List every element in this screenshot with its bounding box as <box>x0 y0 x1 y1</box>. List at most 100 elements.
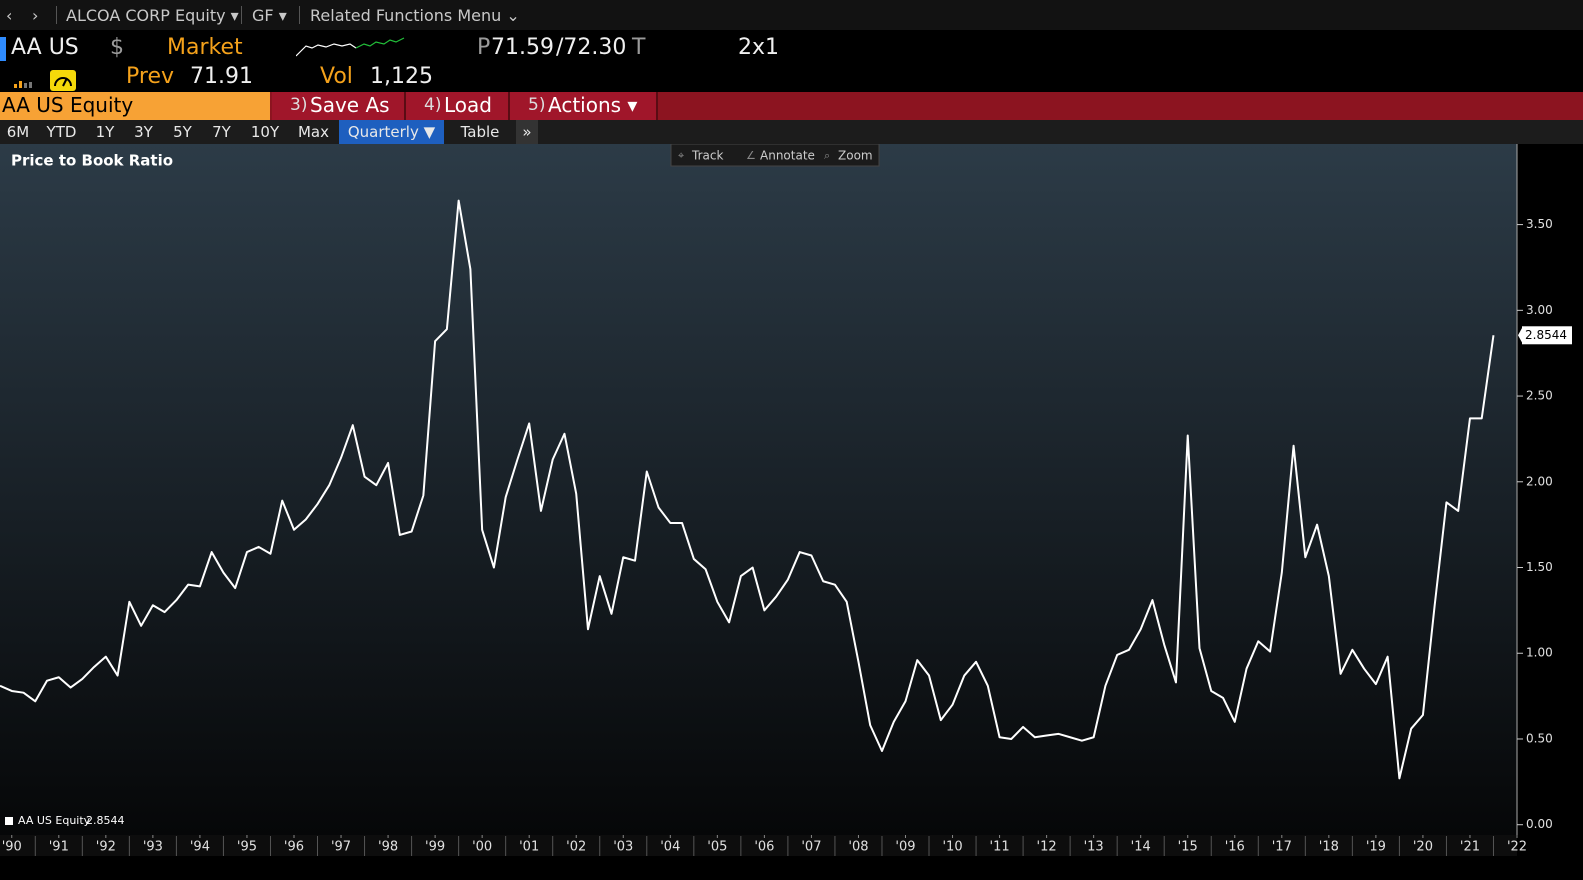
x-tick-label: '94 <box>190 840 210 855</box>
x-axis-strip <box>0 835 1517 856</box>
button-key: 4) <box>424 95 442 115</box>
legend-value: 2.8544 <box>86 814 125 827</box>
y-tick-label: 3.50 <box>1526 217 1553 231</box>
bid: 71.59 <box>491 35 554 60</box>
button-key: 3) <box>290 95 308 115</box>
size: 2x1 <box>738 35 780 60</box>
x-tick-label: '96 <box>284 840 304 855</box>
y-tick-label: 0.50 <box>1526 731 1553 745</box>
vol-label: Vol <box>320 64 353 89</box>
x-tick-label: '01 <box>519 840 539 855</box>
last-value-label: 2.8544 <box>1525 328 1567 342</box>
series-line <box>0 199 1495 780</box>
x-tick-label: '00 <box>472 840 492 855</box>
sparkline <box>296 37 405 57</box>
y-tick-label: 2.00 <box>1526 474 1553 488</box>
function-menu[interactable]: GF ▾ <box>252 6 287 25</box>
vol: 1,125 <box>370 64 433 89</box>
chart: Price to Book Ratio Track ⌖ Annotate ∠ Zoom ⌕… <box>0 144 1583 880</box>
x-tick-label: '99 <box>425 840 445 855</box>
tab[interactable]: Quarterly ▼ <box>339 120 444 144</box>
back-button[interactable]: ‹ <box>6 6 13 25</box>
x-tick-label: '05 <box>707 840 727 855</box>
x-tick-label: '09 <box>895 840 915 855</box>
prev: 71.91 <box>190 64 253 89</box>
icons <box>14 70 76 91</box>
prev-label: Prev <box>126 64 174 89</box>
y-tick-label: 0.00 <box>1526 817 1553 831</box>
chart-tool-icon: ⌖ <box>678 149 684 162</box>
x-tick-label: '20 <box>1413 840 1433 855</box>
button[interactable]: Load <box>444 93 492 117</box>
tab[interactable]: YTD <box>46 123 77 141</box>
tab[interactable]: » <box>516 120 538 144</box>
tab-bar: 6M YTD 1Y 3Y 5Y 7Y 10Y Max Quarterly ▼ Table » <box>0 120 1583 144</box>
ask: /72.30 <box>556 35 627 60</box>
x-tick-label: '93 <box>143 840 163 855</box>
plot-area <box>0 144 1517 835</box>
y-tick-label: 1.00 <box>1526 646 1553 660</box>
security-menu[interactable]: ALCOA CORP Equity ▾ <box>66 6 239 25</box>
button-bg <box>510 92 658 120</box>
x-tick-label: '07 <box>801 840 821 855</box>
x-tick-label: '97 <box>331 840 351 855</box>
chart-tools <box>670 144 880 167</box>
button-bg <box>272 92 406 120</box>
ask-suffix: T <box>632 35 646 60</box>
y-tick-label: 3.00 <box>1526 303 1553 317</box>
nav-bar: ‹ › ALCOA CORP Equity ▾ GF ▾ Related Fun… <box>0 0 1583 30</box>
x-tick-label: '17 <box>1272 840 1292 855</box>
x-tick-label: '03 <box>613 840 633 855</box>
toolbar: AA US Equity 3) Save As 4) Load 5) Actions ▾ <box>0 92 1583 120</box>
chart-tool[interactable]: Annotate <box>760 149 815 163</box>
tab[interactable]: 6M <box>6 123 30 141</box>
quote-header: AA US $ Market P 71.59 /72.30 T 2x1 Prev… <box>0 30 1583 92</box>
x-tick-label: '18 <box>1319 840 1339 855</box>
x-tick-label: '14 <box>1131 840 1151 855</box>
chart-tool-icon: ∠ <box>746 149 756 162</box>
x-tick-label: '98 <box>378 840 398 855</box>
x-tick-label: '21 <box>1460 840 1480 855</box>
legend-label: AA US Equity <box>18 814 91 827</box>
chart-tool[interactable]: Zoom <box>838 149 873 163</box>
related-menu[interactable]: Related Functions Menu ⌄ <box>310 6 520 25</box>
x-tick-label: '11 <box>990 840 1010 855</box>
x-tick-label: '04 <box>660 840 680 855</box>
legend-swatch <box>5 817 13 825</box>
market-label: Market <box>167 35 243 60</box>
axis-area <box>1517 144 1583 835</box>
x-tick-label: '90 <box>2 840 22 855</box>
bid-prefix: P <box>477 35 491 60</box>
x-tick-label: '95 <box>237 840 257 855</box>
x-tick-label: '91 <box>49 840 69 855</box>
x-tick-label: '13 <box>1084 840 1104 855</box>
forward-button[interactable]: › <box>32 6 39 25</box>
x-tick-label: '16 <box>1225 840 1245 855</box>
x-tick-label: '02 <box>566 840 586 855</box>
tab[interactable]: Max <box>297 123 329 141</box>
tab[interactable]: Table <box>460 123 500 141</box>
last-value-box <box>1522 326 1572 345</box>
tab[interactable]: 5Y <box>173 123 192 141</box>
ticker: AA US <box>11 35 79 60</box>
security-field[interactable]: AA US Equity <box>2 93 134 117</box>
tab[interactable]: 1Y <box>95 123 115 141</box>
currency: $ <box>110 35 124 60</box>
x-tick-label: '92 <box>96 840 116 855</box>
tab[interactable]: 3Y <box>134 123 153 141</box>
button[interactable]: Actions ▾ <box>548 93 638 117</box>
chart-tool-icon: ⌕ <box>824 149 830 162</box>
x-tick-label: '12 <box>1037 840 1057 855</box>
tab[interactable]: 10Y <box>250 123 280 141</box>
x-tick-label: '22 <box>1507 840 1527 855</box>
chart-tool[interactable]: Track <box>691 149 723 163</box>
tab[interactable]: 7Y <box>212 123 231 141</box>
button[interactable]: Save As <box>310 93 390 117</box>
y-tick-label: 1.50 <box>1526 560 1553 574</box>
x-tick-label: '06 <box>754 840 774 855</box>
button-bg <box>406 92 510 120</box>
x-tick-label: '08 <box>848 840 868 855</box>
x-tick-label: '15 <box>1178 840 1198 855</box>
y-tick-label: 2.50 <box>1526 389 1553 403</box>
